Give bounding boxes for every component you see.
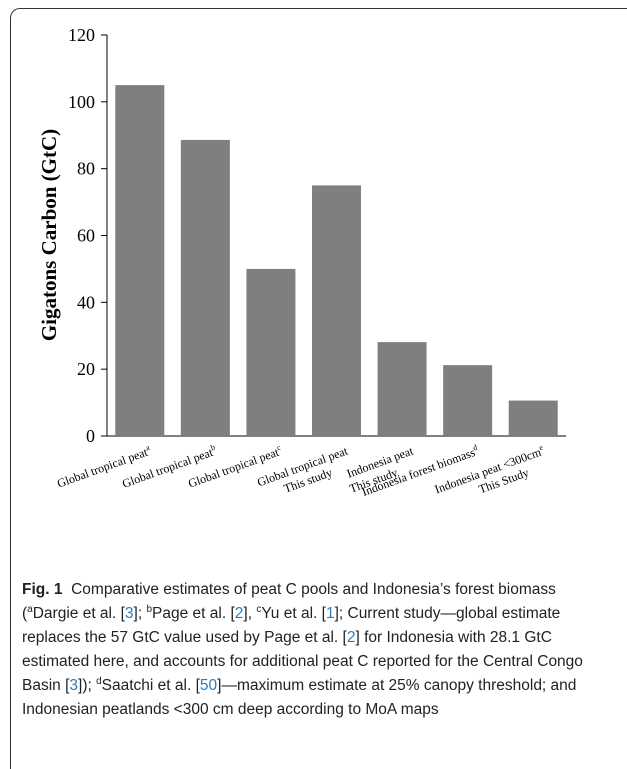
- ref-link[interactable]: 50: [199, 677, 218, 694]
- caption-text: ]; Current study—global estimate replace…: [22, 605, 561, 646]
- caption-text: ];: [133, 605, 147, 622]
- caption-sup: c: [256, 603, 262, 615]
- caption-sup: b: [146, 603, 153, 615]
- chart-bars: [115, 85, 558, 436]
- figure-label: Fig. 1: [22, 581, 63, 598]
- caption-text: ],: [243, 605, 257, 622]
- y-tick-labels: 0 20 40 60 80 100 120: [68, 25, 95, 446]
- bar: [180, 139, 230, 436]
- y-tick-label: 40: [77, 292, 95, 312]
- caption-text: ]);: [78, 677, 97, 694]
- bar: [443, 365, 493, 436]
- bar: [312, 185, 361, 436]
- x-tick-label-sup: a: [144, 443, 151, 453]
- bar: [246, 268, 296, 436]
- y-tick-label: 0: [86, 426, 95, 446]
- x-tick-label-sup: d: [472, 443, 479, 453]
- caption-text: ] for Indonesia with 28.1 GtC estimated …: [22, 629, 583, 694]
- y-tick-label: 120: [68, 25, 95, 45]
- figure-frame: [10, 8, 627, 769]
- ref-link[interactable]: 2: [234, 605, 244, 622]
- bar: [377, 342, 427, 436]
- bar: [115, 85, 165, 436]
- bar: [508, 400, 558, 436]
- y-tick-label: 80: [77, 159, 95, 179]
- caption-text: Comparative estimates of peat C pools an…: [22, 581, 556, 622]
- caption-text: Dargie et al. [: [32, 605, 125, 622]
- caption-text: Page et al. [: [152, 605, 235, 622]
- y-tick-label: 60: [77, 226, 95, 246]
- caption-text: ]—maximum estimate at 25% canopy thresho…: [22, 677, 577, 718]
- ref-link[interactable]: 3: [69, 677, 79, 694]
- ref-link[interactable]: 3: [124, 605, 134, 622]
- caption-sup: d: [96, 675, 102, 687]
- ref-link[interactable]: 2: [346, 629, 356, 646]
- ref-link[interactable]: 1: [325, 605, 335, 622]
- x-tick-label-sup: e: [538, 443, 545, 453]
- caption-text: Yu et al. [: [261, 605, 326, 622]
- caption-text: Saatchi et al. [: [101, 677, 200, 694]
- y-axis-label: Gigatons Carbon (GtC): [37, 129, 61, 341]
- x-tick-label-sup: b: [209, 443, 216, 453]
- y-tick-label: 100: [68, 92, 95, 112]
- figure-caption: Fig. 1 Comparative estimates of peat C p…: [22, 578, 612, 722]
- y-tick-label: 20: [77, 359, 95, 379]
- caption-sup: a: [27, 603, 33, 615]
- x-tick-label-sup: c: [275, 443, 282, 453]
